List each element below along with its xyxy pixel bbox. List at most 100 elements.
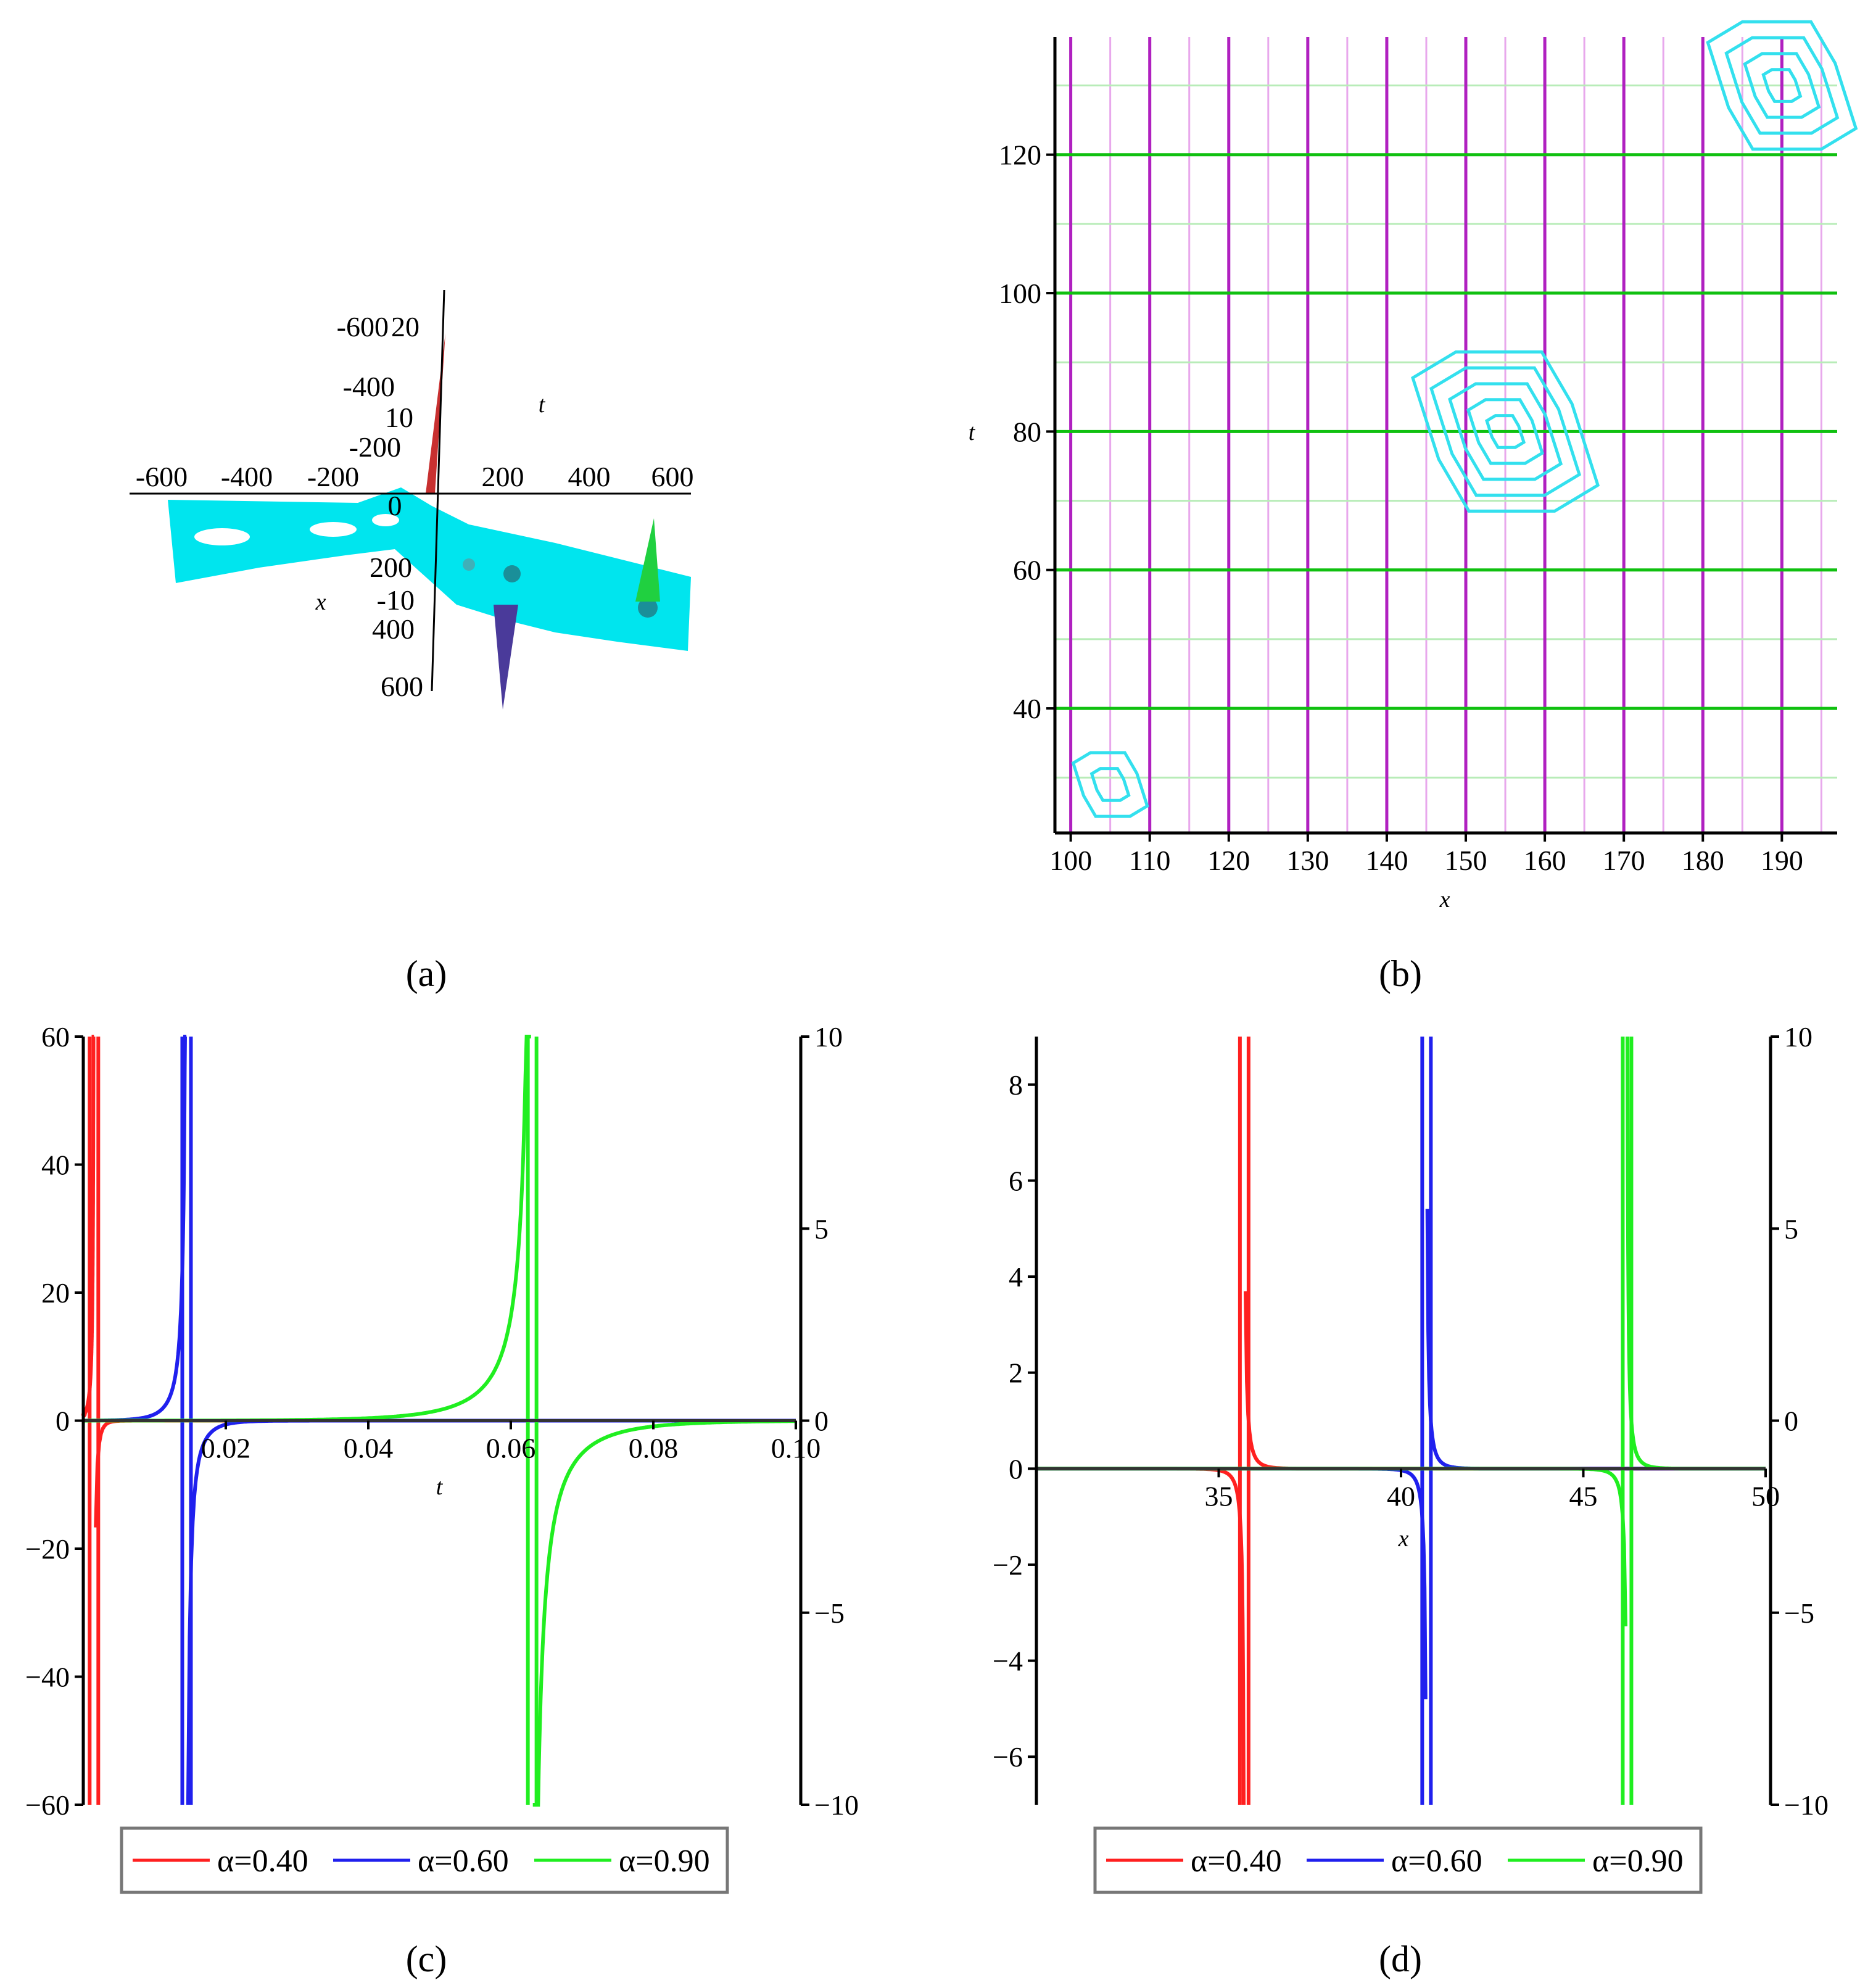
x-tick-label: 140 bbox=[1365, 845, 1408, 876]
surface-hole bbox=[310, 522, 357, 537]
y-tick-label: 40 bbox=[41, 1149, 70, 1181]
panel-c-line-chart: −60 −40 −20 0 20 40 60 −10 −5 0 5 10 0.02 0.04 0.06 0.0… bbox=[25, 1021, 859, 1894]
contour-level bbox=[1448, 382, 1563, 481]
panel-label: (a) bbox=[406, 953, 447, 994]
series-line bbox=[532, 1419, 796, 1807]
surface-spike-up bbox=[426, 333, 445, 494]
x-tick-label: 170 bbox=[1603, 845, 1645, 876]
x-tick-label: 35 bbox=[1205, 1480, 1233, 1512]
y-tick-label: 100 bbox=[999, 278, 1041, 309]
contour-level bbox=[1724, 36, 1840, 135]
y-tick-label: 60 bbox=[1013, 555, 1041, 586]
plot-area: −6 −4 −2 0 2 4 6 8 −10 −5 0 5 10 35 40 45 50 bbox=[993, 1021, 1829, 1821]
surface-hole bbox=[194, 528, 250, 545]
series-line bbox=[186, 1419, 796, 1805]
x-tick-label: 190 bbox=[1761, 845, 1803, 876]
legend-entry: α=0.60 bbox=[1391, 1844, 1482, 1879]
tick-label: -400 bbox=[221, 461, 273, 492]
contour-level bbox=[1706, 20, 1858, 151]
t-axis-label: t bbox=[539, 392, 546, 418]
x-tick-label: 120 bbox=[1207, 845, 1250, 876]
legend-box bbox=[120, 1826, 729, 1894]
x-axis-label: x bbox=[1398, 1526, 1409, 1552]
x-tick-label: 40 bbox=[1387, 1480, 1415, 1512]
y2-tick-label: −10 bbox=[1784, 1789, 1829, 1821]
surface-shade bbox=[463, 558, 475, 571]
legend-entry: α=0.60 bbox=[418, 1844, 509, 1879]
tick-label: 10 bbox=[385, 402, 413, 433]
panel-label: (b) bbox=[1379, 953, 1422, 994]
surface-spike-down bbox=[494, 605, 518, 710]
tick-label: 400 bbox=[372, 613, 415, 645]
panel-label: (d) bbox=[1379, 1939, 1422, 1979]
legend-box bbox=[1093, 1826, 1703, 1894]
x-tick-label: 45 bbox=[1569, 1480, 1598, 1512]
y-tick-label: 120 bbox=[999, 139, 1041, 171]
series-line bbox=[1626, 1036, 1766, 1471]
legend-entry: α=0.90 bbox=[619, 1844, 710, 1879]
y-tick-label: 6 bbox=[1009, 1165, 1023, 1196]
y2-tick-label: 5 bbox=[1784, 1213, 1798, 1245]
y2-tick-label: 0 bbox=[1784, 1406, 1798, 1437]
panel-label: (c) bbox=[406, 1939, 447, 1979]
contour-level bbox=[1089, 767, 1131, 802]
y-tick-label: 40 bbox=[1013, 693, 1041, 724]
y-tick-label: 4 bbox=[1009, 1261, 1023, 1293]
tick-label: 200 bbox=[370, 552, 412, 583]
x-tick-label: 50 bbox=[1751, 1480, 1780, 1512]
y-tick-label: 0 bbox=[1009, 1453, 1023, 1485]
axes: 100 110 120 130 140 150 160 170 180 190 40 60 80 100 1… bbox=[999, 37, 1837, 876]
x-axis-label: t bbox=[436, 1474, 444, 1500]
x-tick-label: 110 bbox=[1129, 845, 1170, 876]
surface-shade bbox=[503, 565, 521, 582]
y2-tick-label: 5 bbox=[814, 1213, 829, 1245]
y-tick-label: 20 bbox=[41, 1277, 70, 1309]
series-line bbox=[1036, 1467, 1246, 1805]
series-line bbox=[83, 1035, 531, 1423]
y-tick-label: 60 bbox=[41, 1021, 70, 1053]
series-line bbox=[1425, 1209, 1766, 1471]
x-tick-label: 180 bbox=[1682, 845, 1724, 876]
x-tick-label: 0.02 bbox=[201, 1433, 251, 1464]
contour-level bbox=[1743, 52, 1821, 119]
y2-tick-label: −5 bbox=[1784, 1597, 1814, 1629]
series-line bbox=[1036, 1467, 1627, 1626]
legend-entry: α=0.40 bbox=[1191, 1844, 1282, 1879]
t-axis bbox=[431, 289, 445, 692]
y-tick-label: 2 bbox=[1009, 1357, 1023, 1389]
y-tick-label: −6 bbox=[993, 1741, 1023, 1773]
tick-label: 600 bbox=[651, 461, 694, 492]
legend-entry: α=0.90 bbox=[1592, 1844, 1684, 1879]
contour-level bbox=[1429, 366, 1582, 497]
contour-level bbox=[1761, 68, 1803, 103]
tick-label: -400 bbox=[343, 371, 395, 402]
panel-b-contour-plot: 100 110 120 130 140 150 160 170 180 190 40 60 80 100 1… bbox=[969, 20, 1858, 913]
y-tick-label: 0 bbox=[56, 1406, 70, 1437]
y2-tick-label: −10 bbox=[814, 1789, 859, 1821]
y-tick-label: −2 bbox=[993, 1549, 1023, 1581]
surface-band bbox=[168, 487, 691, 651]
tick-label: -200 bbox=[349, 431, 401, 463]
y2-tick-label: 0 bbox=[814, 1406, 829, 1437]
surface-hole bbox=[372, 514, 399, 526]
y2-tick-label: 10 bbox=[814, 1021, 843, 1053]
x-tick-label: 0.06 bbox=[486, 1433, 536, 1464]
tick-label: 200 bbox=[482, 461, 524, 492]
contour-level bbox=[1466, 398, 1545, 465]
series-line bbox=[1244, 1291, 1766, 1471]
x-tick-label: 0.10 bbox=[771, 1433, 821, 1464]
x-tick-label: 100 bbox=[1049, 845, 1092, 876]
y-tick-label: −20 bbox=[25, 1533, 70, 1565]
grid bbox=[1055, 37, 1837, 833]
y-tick-label: 8 bbox=[1009, 1069, 1023, 1101]
surface-spike-green bbox=[635, 518, 660, 602]
y-tick-label: −60 bbox=[25, 1789, 70, 1821]
tick-label: 600 bbox=[381, 671, 423, 702]
y2-tick-label: −5 bbox=[814, 1597, 845, 1629]
contour-level bbox=[1485, 414, 1526, 449]
x-tick-label: 0.08 bbox=[629, 1433, 679, 1464]
contours bbox=[1071, 20, 1858, 818]
tick-label: -600 bbox=[337, 311, 389, 342]
tick-label: 20 bbox=[391, 311, 420, 342]
y-tick-label: −4 bbox=[993, 1646, 1023, 1677]
